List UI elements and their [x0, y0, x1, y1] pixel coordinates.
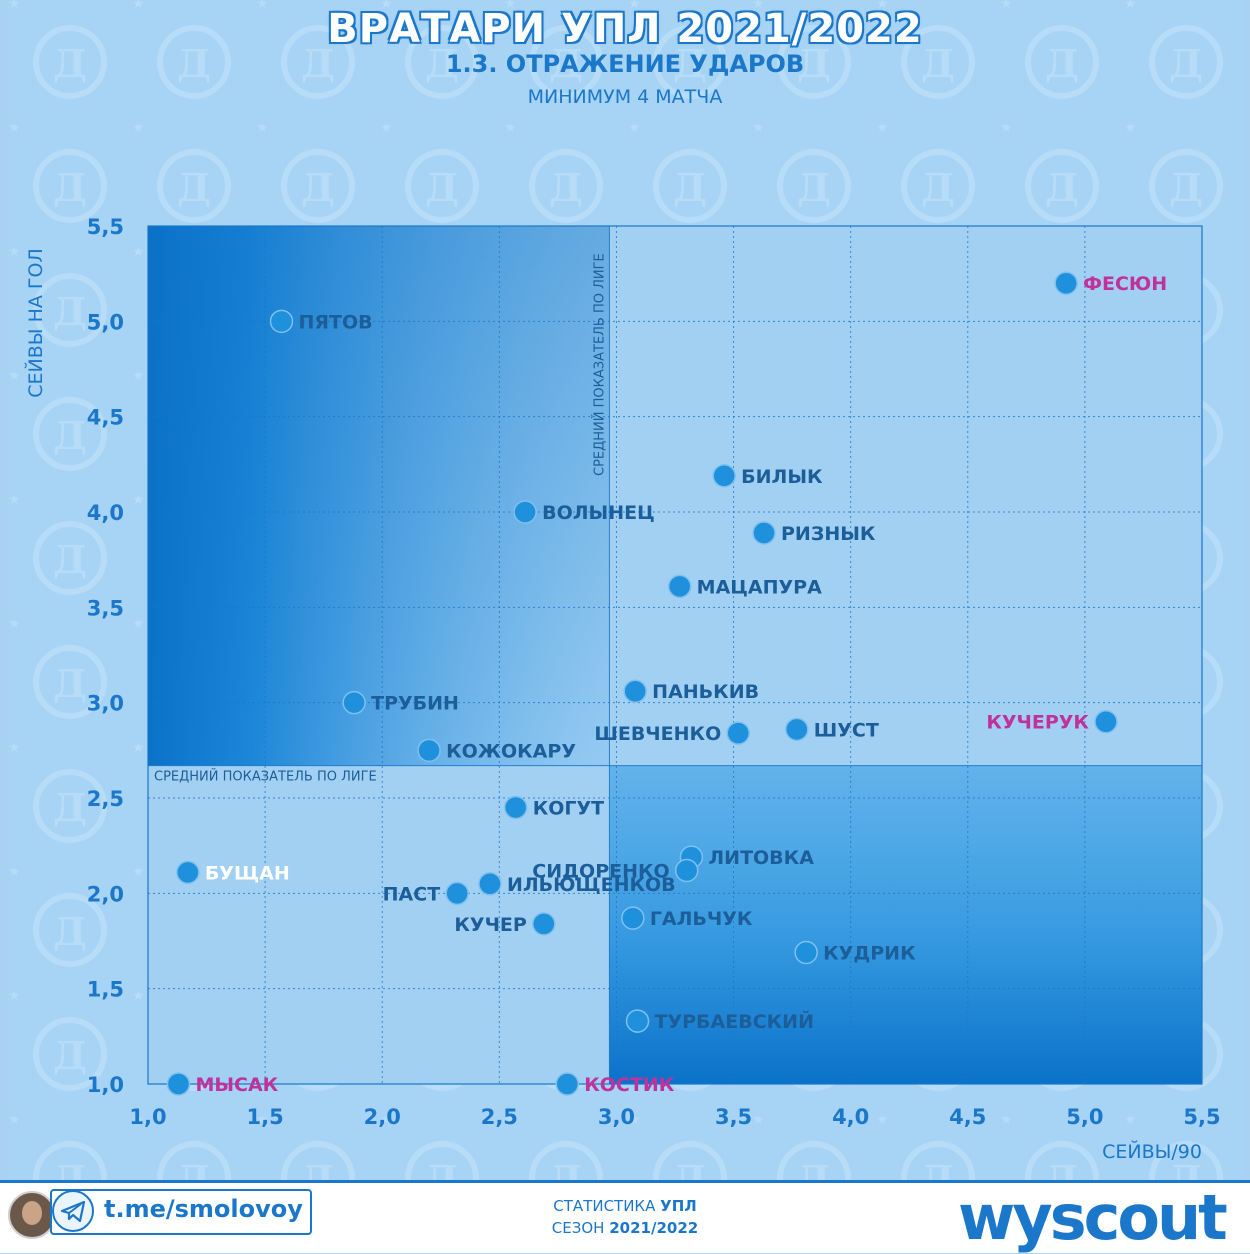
point-marker: [1094, 709, 1118, 734]
x-tick-label: 4,0: [832, 1105, 869, 1129]
point-marker: [674, 858, 699, 883]
y-axis-title: СЕЙВЫ НА ГОЛ: [24, 248, 47, 397]
point-marker: [176, 860, 200, 885]
y-tick-label: 3,5: [87, 596, 124, 620]
point-label: ШЕВЧЕНКО: [594, 723, 721, 745]
point-label: ФЕСЮН: [1083, 273, 1167, 295]
x-tick-label: 5,0: [1066, 1105, 1103, 1129]
x-tick-label: 5,5: [1183, 1105, 1220, 1129]
avg-y-label: СРЕДНИЙ ПОКАЗАТЕЛЬ ПО ЛИГЕ: [154, 769, 377, 785]
point-label: КОЖОКАРУ: [446, 740, 576, 762]
scatter-chart: СРЕДНИЙ ПОКАЗАТЕЛЬ ПО ЛИГЕ СРЕДНИЙ ПОКАЗА…: [24, 215, 1221, 1163]
quadrant-bottom-right: [609, 765, 1202, 1084]
point-marker: [503, 795, 528, 820]
page-note: МИНИМУМ 4 МАТЧА: [527, 86, 723, 108]
quadrant-top-left-shade: [148, 226, 610, 766]
point-label: СИДОРЕНКО: [532, 860, 669, 882]
y-tick-label: 3,0: [87, 692, 124, 716]
point-marker: [667, 574, 692, 599]
point-label: БИЛЫК: [741, 466, 823, 488]
wyscout-logo: wyscout: [958, 1181, 1228, 1254]
point-marker: [166, 1072, 191, 1096]
y-tick-label: 5,0: [87, 310, 124, 334]
point-label: ЛИТОВКА: [708, 847, 814, 869]
x-tick-label: 4,5: [949, 1105, 986, 1129]
telegram-link[interactable]: t.me/smolovoy: [104, 1195, 303, 1223]
point-marker: [269, 309, 294, 334]
point-marker: [532, 912, 556, 936]
point-marker: [625, 1009, 650, 1033]
point-marker: [726, 721, 750, 745]
point-marker: [478, 872, 502, 896]
y-tick-label: 2,5: [87, 787, 124, 811]
point-label: ВОЛЫНЕЦ: [542, 502, 655, 524]
point-label: КУЧЕР: [454, 914, 527, 936]
point-label: КОСТИК: [584, 1074, 674, 1096]
page-subtitle: 1.3. ОТРАЖЕНИЕ УДАРОВ: [445, 50, 805, 78]
point-marker: [445, 881, 469, 906]
point-label: ТРУБИН: [371, 693, 459, 715]
point-marker: [342, 690, 366, 715]
point-marker: [417, 738, 441, 763]
y-tick-label: 4,5: [87, 406, 124, 430]
point-label: ГАЛЬЧУК: [650, 908, 753, 930]
x-tick-label: 3,0: [598, 1105, 635, 1129]
point-marker: [785, 717, 809, 742]
y-tick-label: 1,5: [87, 978, 124, 1002]
y-tick-label: 5,5: [87, 215, 124, 239]
point-marker: [794, 940, 818, 965]
y-tick-label: 1,0: [87, 1073, 124, 1097]
stats-prefix: СТАТИСТИКА: [553, 1197, 661, 1215]
point-label: ИЛЬЮЩЕНКОВ: [507, 874, 676, 896]
x-tick-label: 1,5: [247, 1105, 284, 1129]
point-label: ТУРБАЕВСКИЙ: [655, 1010, 814, 1033]
point-label: КУЧЕРУК: [986, 712, 1089, 734]
point-label: РИЗНЫК: [781, 523, 876, 545]
point-marker: [712, 464, 736, 488]
quadrant-shading: [148, 226, 1202, 1084]
data-points: ФЕСЮН ПЯТОВ БИЛЫК ВОЛЫНЕЦ РИЗНЫК МАЦАПУРА ПАНЬ…: [166, 271, 1167, 1096]
point-label: ПАСТ: [383, 883, 441, 905]
plot-border: [147, 225, 1203, 1085]
footer: t.me/smolovoy СТАТИСТИКА УПЛ СЕЗОН 2021/…: [0, 1180, 1250, 1254]
telegram-icon: [52, 1190, 94, 1232]
point-label: МЫСАК: [195, 1074, 278, 1096]
point-marker: [621, 906, 645, 930]
point-marker: [752, 521, 776, 545]
avg-x-label: СРЕДНИЙ ПОКАЗАТЕЛЬ ПО ЛИГЕ: [591, 253, 607, 476]
x-tick-label: 3,5: [715, 1105, 752, 1129]
season-prefix: СЕЗОН: [551, 1219, 610, 1237]
x-tick-label: 2,5: [481, 1105, 518, 1129]
axes: 1,0 1,5 2,0 2,5 3,0 3,5 4,0 4,5 5,0 5,5 1,0 1,5 2,0 2…: [24, 215, 1221, 1163]
point-label: ПАНЬКИВ: [652, 681, 759, 703]
season-value: 2021/2022: [609, 1219, 699, 1237]
point-label: КОГУТ: [533, 798, 604, 820]
point-label: ШУСТ: [814, 719, 879, 741]
point-marker: [513, 500, 537, 524]
point-label: КУДРИК: [823, 942, 916, 964]
x-tick-label: 2,0: [364, 1105, 401, 1129]
point-marker: [623, 679, 647, 703]
stats-league: УПЛ: [660, 1197, 697, 1215]
league-average-lines: СРЕДНИЙ ПОКАЗАТЕЛЬ ПО ЛИГЕ СРЕДНИЙ ПОКАЗА…: [148, 226, 1202, 1084]
y-tick-label: 2,0: [87, 882, 124, 906]
y-tick-label: 4,0: [87, 501, 124, 525]
page-title: ВРАТАРИ УПЛ 2021/2022: [327, 6, 923, 52]
point-label: МАЦАПУРА: [697, 576, 822, 598]
point-marker: [1054, 271, 1078, 295]
x-axis-title: СЕЙВЫ/90: [1102, 1140, 1202, 1163]
author-avatar: [8, 1191, 56, 1239]
point-label: ПЯТОВ: [299, 311, 373, 333]
stats-caption: СТАТИСТИКА УПЛ СЕЗОН 2021/2022: [480, 1195, 770, 1239]
x-tick-label: 1,0: [129, 1105, 166, 1129]
point-marker: [555, 1072, 580, 1096]
point-label: БУЩАН: [205, 862, 290, 884]
telegram-link-box[interactable]: t.me/smolovoy: [50, 1189, 312, 1235]
